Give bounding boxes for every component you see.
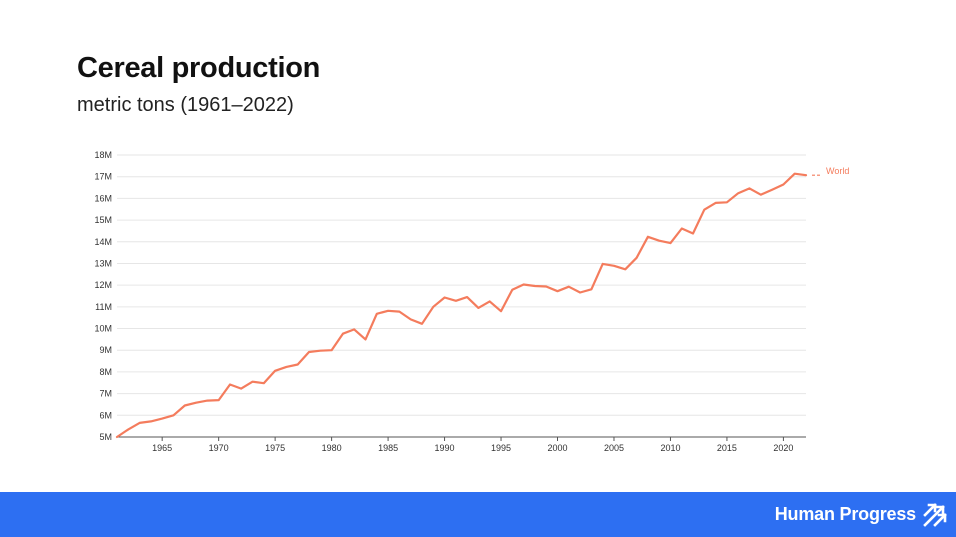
brand-name: Human Progress	[774, 504, 916, 524]
data-point	[218, 399, 220, 401]
data-point	[421, 323, 423, 325]
data-point	[206, 399, 208, 401]
y-tick-label: 15M	[94, 215, 112, 225]
line-chart: 5M 6M 7M 8M 9M 10M 11M 12M 13M 14M 15M 16M 17M 18M 196…	[94, 150, 849, 453]
data-point	[308, 351, 310, 353]
data-point	[274, 370, 276, 372]
data-point	[364, 338, 366, 340]
data-point	[353, 328, 355, 330]
data-point	[127, 428, 129, 430]
x-tick-label: 1995	[491, 443, 511, 453]
y-tick-label: 6M	[99, 410, 112, 420]
data-point	[681, 227, 683, 229]
data-point	[443, 296, 445, 298]
data-point	[466, 296, 468, 298]
data-point	[172, 414, 174, 416]
data-point	[669, 242, 671, 244]
data-point	[647, 236, 649, 238]
data-point	[624, 268, 626, 270]
data-point	[387, 310, 389, 312]
data-point	[376, 313, 378, 315]
page-title: Cereal production	[77, 52, 321, 84]
data-point	[715, 202, 717, 204]
x-tick-label: 2020	[773, 443, 793, 453]
y-tick-label: 10M	[94, 324, 112, 334]
data-point	[500, 310, 502, 312]
x-tick-label: 1965	[152, 443, 172, 453]
data-point	[195, 402, 197, 404]
data-point	[760, 194, 762, 196]
y-tick-label: 13M	[94, 258, 112, 268]
x-tick-label: 1975	[265, 443, 285, 453]
y-tick-label: 8M	[99, 367, 112, 377]
data-point	[635, 257, 637, 259]
data-point	[568, 286, 570, 288]
data-point	[398, 311, 400, 313]
data-point	[737, 192, 739, 194]
x-tick-label: 2010	[660, 443, 680, 453]
data-point	[477, 307, 479, 309]
data-point	[342, 333, 344, 335]
data-point	[692, 232, 694, 234]
x-tick-label: 1990	[435, 443, 455, 453]
data-point	[523, 283, 525, 285]
footer-bar: Human Progress	[0, 492, 956, 537]
y-tick-label: 17M	[94, 172, 112, 182]
data-point	[579, 291, 581, 293]
data-point	[251, 381, 253, 383]
data-point	[794, 173, 796, 175]
data-point	[229, 383, 231, 385]
data-point	[748, 187, 750, 189]
data-point	[703, 209, 705, 211]
data-point	[285, 366, 287, 368]
y-tick-label: 14M	[94, 237, 112, 247]
x-tick-label: 1985	[378, 443, 398, 453]
data-point	[161, 417, 163, 419]
y-tick-label: 18M	[94, 150, 112, 160]
data-point	[726, 201, 728, 203]
data-point	[455, 300, 457, 302]
data-point	[432, 306, 434, 308]
data-point	[263, 382, 265, 384]
x-tick-label: 1980	[322, 443, 342, 453]
y-tick-label: 9M	[99, 345, 112, 355]
data-point	[319, 350, 321, 352]
page-subtitle: metric tons (1961–2022)	[77, 94, 294, 116]
data-point	[590, 288, 592, 290]
data-point	[534, 285, 536, 287]
data-point	[771, 189, 773, 191]
x-tick-label: 2000	[547, 443, 567, 453]
x-tick-label: 1970	[209, 443, 229, 453]
data-point	[489, 300, 491, 302]
data-point	[511, 289, 513, 291]
data-point	[138, 422, 140, 424]
data-point	[545, 285, 547, 287]
data-point	[805, 174, 807, 176]
data-point	[116, 436, 118, 438]
data-point	[602, 263, 604, 265]
data-point	[658, 240, 660, 242]
data-point	[297, 363, 299, 365]
series-line-world	[115, 172, 808, 439]
y-tick-label: 16M	[94, 193, 112, 203]
data-point	[331, 349, 333, 351]
data-point	[410, 318, 412, 320]
data-point	[240, 388, 242, 390]
x-tick-label: 2005	[604, 443, 624, 453]
x-tick-label: 2015	[717, 443, 737, 453]
series-label: World	[826, 166, 849, 176]
data-point	[556, 290, 558, 292]
diagonal-arrows-icon	[923, 503, 947, 527]
y-tick-label: 7M	[99, 389, 112, 399]
data-point	[184, 404, 186, 406]
data-point	[782, 183, 784, 185]
data-point	[150, 420, 152, 422]
y-tick-label: 5M	[99, 432, 112, 442]
y-tick-label: 12M	[94, 280, 112, 290]
y-tick-label: 11M	[95, 302, 112, 312]
data-point	[613, 265, 615, 267]
